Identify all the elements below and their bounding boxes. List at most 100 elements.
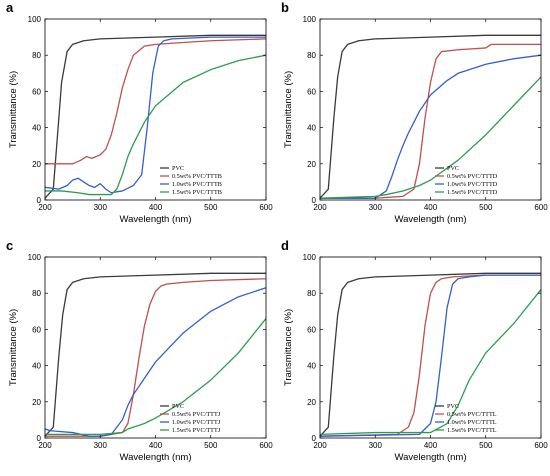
x-tick-label: 200 <box>38 203 52 212</box>
y-tick-label: 40 <box>32 362 41 371</box>
x-tick-label: 300 <box>369 203 383 212</box>
series-line-1 <box>44 272 266 437</box>
legend-label: PVC <box>447 403 459 410</box>
y-tick-label: 40 <box>307 362 316 371</box>
series-line-2 <box>45 278 267 437</box>
series-line-1 <box>44 34 266 199</box>
series-lines <box>319 34 542 199</box>
x-tick-label: 500 <box>479 441 493 450</box>
y-tick-label: 80 <box>307 51 316 60</box>
legend-label: 1.5wt% PVC/TTTD <box>447 189 498 196</box>
y-tick-label: 0 <box>312 434 317 443</box>
legend-label: 1.0wt% PVC/TTTB <box>172 181 222 188</box>
x-axis-label: Wavelength (nm) <box>120 214 192 225</box>
chart-svg-b: b 200 300 400 500 600 0 20 40 60 80 100 Wavelength (… <box>281 0 548 225</box>
y-tick-label: 20 <box>32 398 41 407</box>
panel-letter: c <box>6 238 13 253</box>
y-tick-label: 100 <box>303 15 317 24</box>
x-tick-label: 200 <box>313 441 327 450</box>
y-axis-label: Transmittance (%) <box>283 71 294 148</box>
series-line-2 <box>45 38 267 165</box>
y-tick-label: 20 <box>307 398 316 407</box>
x-tick-label: 300 <box>94 441 108 450</box>
legend-label: 0.5wt% PVC/TTTB <box>172 173 222 180</box>
x-tick-label: 500 <box>204 203 218 212</box>
legend-label: 0.5wt% PVC/TTTL <box>447 411 497 418</box>
x-tick-label: 200 <box>313 203 327 212</box>
series-line-1 <box>319 272 541 437</box>
legend-label: PVC <box>447 165 459 172</box>
y-tick-label: 100 <box>28 253 42 262</box>
x-tick-label: 600 <box>534 441 548 450</box>
y-tick-label: 20 <box>32 160 41 169</box>
x-tick-label: 400 <box>149 441 163 450</box>
y-tick-label: 80 <box>32 51 41 60</box>
legend-label: 1.0wt% PVC/TTTL <box>447 419 497 426</box>
series-line-4 <box>319 289 542 436</box>
chart-panel-a: a 200 300 400 500 600 0 20 40 60 80 100 Wavelength (… <box>0 0 275 238</box>
plot-frame <box>44 256 267 439</box>
x-axis-label: Wavelength (nm) <box>395 214 467 225</box>
legend-label: 1.0wt% PVC/TTTJ <box>172 419 221 426</box>
chart-panel-d: d 200 300 400 500 600 0 20 40 60 80 100 Wavelength (… <box>275 238 550 476</box>
legend-label: 1.5wt% PVC/TTTJ <box>172 427 221 434</box>
x-tick-label: 300 <box>94 203 108 212</box>
chart-panel-b: b 200 300 400 500 600 0 20 40 60 80 100 Wavelength (… <box>275 0 550 238</box>
series-line-4 <box>45 54 267 196</box>
x-tick-label: 600 <box>534 203 548 212</box>
x-tick-label: 400 <box>424 203 438 212</box>
y-axis-label: Transmittance (%) <box>283 309 294 386</box>
series-line-3 <box>44 36 266 194</box>
x-tick-label: 600 <box>259 441 273 450</box>
y-tick-label: 60 <box>307 325 316 334</box>
x-tick-label: 600 <box>259 203 273 212</box>
y-tick-label: 60 <box>32 87 41 96</box>
legend-label: 1.5wt% PVC/TTTB <box>172 189 222 196</box>
y-tick-label: 60 <box>307 87 316 96</box>
series-line-3 <box>44 287 267 437</box>
x-tick-label: 400 <box>424 441 438 450</box>
legend-label: 1.0wt% PVC/TTTD <box>447 181 498 188</box>
series-line-1 <box>319 34 541 199</box>
legend-label: 0.5wt% PVC/TTTJ <box>172 411 221 418</box>
x-tick-label: 500 <box>479 203 493 212</box>
y-tick-label: 0 <box>37 196 42 205</box>
panel-letter: d <box>281 238 289 253</box>
y-tick-label: 100 <box>303 253 317 262</box>
x-axis-label: Wavelength (nm) <box>120 452 192 463</box>
y-tick-label: 0 <box>312 196 317 205</box>
legend-label: PVC <box>172 165 184 172</box>
x-axis-label: Wavelength (nm) <box>395 452 467 463</box>
legend-label: 0.5wt% PVC/TTTD <box>447 173 498 180</box>
y-tick-label: 40 <box>32 124 41 133</box>
plot-frame <box>319 18 542 201</box>
y-tick-label: 100 <box>28 15 42 24</box>
plot-frame <box>319 256 542 439</box>
series-line-2 <box>320 43 541 199</box>
y-tick-label: 20 <box>307 160 316 169</box>
y-axis-label: Transmittance (%) <box>8 71 19 148</box>
series-lines <box>44 34 267 199</box>
y-tick-label: 0 <box>37 434 42 443</box>
chart-svg-c: c 200 300 400 500 600 0 20 40 60 80 100 Wavelength (… <box>6 238 273 463</box>
x-tick-label: 400 <box>149 203 163 212</box>
series-lines <box>319 272 542 437</box>
x-tick-label: 300 <box>369 441 383 450</box>
y-tick-label: 80 <box>32 289 41 298</box>
y-tick-label: 80 <box>307 289 316 298</box>
legend-label: 1.5wt% PVC/TTTL <box>447 427 497 434</box>
series-line-2 <box>319 274 541 437</box>
series-lines <box>44 272 267 437</box>
y-tick-label: 60 <box>32 325 41 334</box>
y-tick-label: 40 <box>307 124 316 133</box>
x-tick-label: 200 <box>38 441 52 450</box>
series-line-4 <box>45 318 267 436</box>
chart-panel-c: c 200 300 400 500 600 0 20 40 60 80 100 Wavelength (… <box>0 238 275 476</box>
legend-label: PVC <box>172 403 184 410</box>
series-line-4 <box>319 76 542 199</box>
